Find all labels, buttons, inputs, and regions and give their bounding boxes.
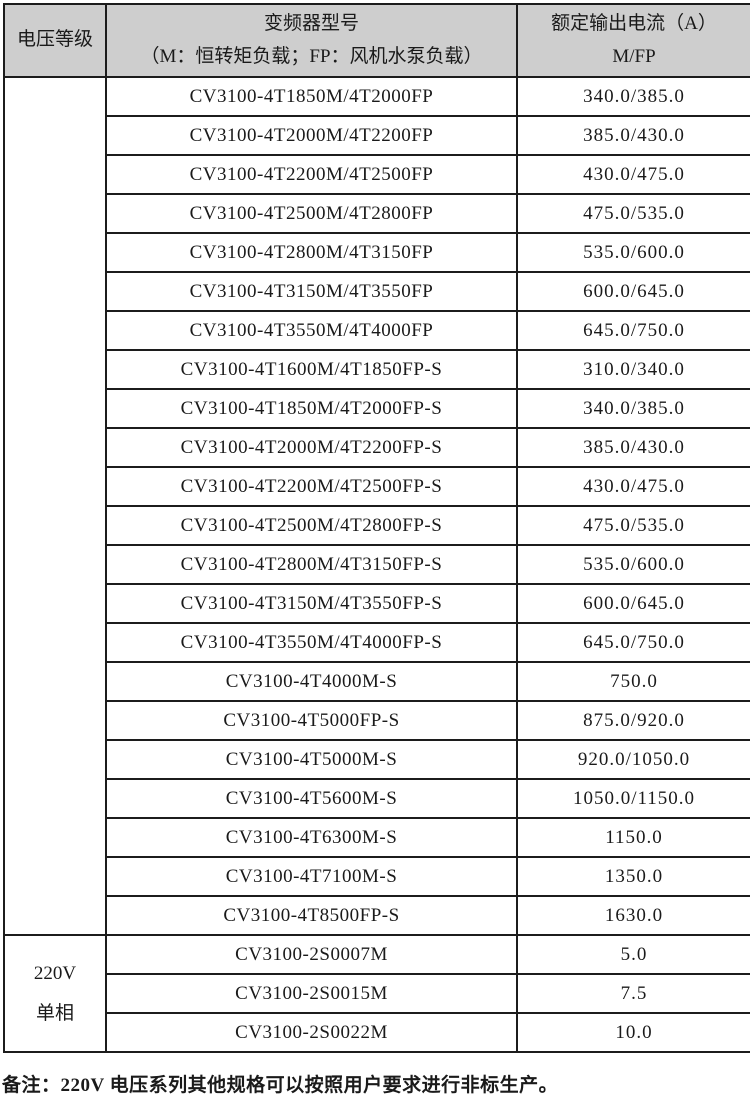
header-inverter-model-title: 变频器型号 — [263, 13, 359, 35]
model-cell: CV3100-4T3150M/4T3550FP — [105, 271, 518, 312]
header-inverter-model-subtitle: （M：恒转矩负载；FP：风机水泵负载） — [140, 45, 483, 67]
table-body: CV3100-4T1850M/4T2000FP 340.0/385.0 CV3100… — [3, 76, 750, 1053]
current-cell: 750.0 — [516, 661, 750, 702]
current-cell: 7.5 — [516, 973, 750, 1014]
model-cell: CV3100-4T3550M/4T4000FP — [105, 310, 518, 351]
table-row: CV3100-4T2200M/4T2500FP 430.0/475.0 — [4, 154, 750, 195]
voltage-level-label: 单相 — [35, 1002, 74, 1024]
model-cell: CV3100-4T6300M-S — [105, 817, 518, 858]
footnote: 备注：220V 电压系列其他规格可以按照用户要求进行非标生产。 — [2, 1075, 559, 1096]
model-cell: CV3100-4T2200M/4T2500FP — [105, 154, 518, 195]
current-cell: 645.0/750.0 — [516, 622, 750, 663]
current-cell: 430.0/475.0 — [516, 154, 750, 195]
model-cell: CV3100-4T3550M/4T4000FP-S — [105, 622, 518, 663]
header-rated-output-current-title: 额定输出电流（A） — [551, 13, 717, 35]
header-rated-output-current-subtitle: M/FP — [612, 45, 656, 67]
model-cell: CV3100-4T4000M-S — [105, 661, 518, 702]
table-row: CV3100-4T2500M/4T2800FP 475.0/535.0 — [4, 193, 750, 234]
table-row: CV3100-4T1850M/4T2000FP 340.0/385.0 — [3, 76, 750, 936]
current-cell: 310.0/340.0 — [516, 349, 750, 390]
table-row: CV3100-4T1600M/4T1850FP-S 310.0/340.0 — [4, 349, 750, 390]
voltage-level-label: 220V — [33, 962, 77, 984]
current-cell: 1050.0/1150.0 — [516, 778, 750, 819]
current-cell: 385.0/430.0 — [516, 427, 750, 468]
current-cell: 600.0/645.0 — [516, 583, 750, 624]
current-cell: 5.0 — [516, 934, 750, 975]
table-row: 220V 单相 CV3100-2S0007M 5.0 — [3, 934, 750, 1053]
model-cell: CV3100-4T2800M/4T3150FP-S — [105, 544, 518, 585]
model-cell: CV3100-4T2500M/4T2800FP — [105, 193, 518, 234]
table-row: CV3100-4T8500FP-S 1630.0 — [4, 895, 750, 936]
current-cell: 645.0/750.0 — [516, 310, 750, 351]
table-row: CV3100-4T1850M/4T2000FP-S 340.0/385.0 — [4, 388, 750, 429]
header-inverter-model: 变频器型号 （M：恒转矩负载；FP：风机水泵负载） — [105, 3, 518, 78]
model-cell: CV3100-4T5600M-S — [105, 778, 518, 819]
table-row: CV3100-4T2000M/4T2200FP 385.0/430.0 — [4, 115, 750, 156]
table-row: CV3100-4T2000M/4T2200FP-S 385.0/430.0 — [4, 427, 750, 468]
voltage-level-cell — [3, 76, 107, 936]
model-cell: CV3100-2S0007M — [105, 934, 518, 975]
current-cell: 1630.0 — [516, 895, 750, 936]
current-cell: 535.0/600.0 — [516, 544, 750, 585]
model-cell: CV3100-4T2500M/4T2800FP-S — [105, 505, 518, 546]
current-cell: 535.0/600.0 — [516, 232, 750, 273]
current-cell: 475.0/535.0 — [516, 193, 750, 234]
table-row: CV3100-4T2200M/4T2500FP-S 430.0/475.0 — [4, 466, 750, 507]
current-cell: 340.0/385.0 — [516, 388, 750, 429]
current-cell: 875.0/920.0 — [516, 700, 750, 741]
table-row: CV3100-4T2500M/4T2800FP-S 475.0/535.0 — [4, 505, 750, 546]
table-row: CV3100-2S0022M 10.0 — [4, 1012, 750, 1053]
current-cell: 475.0/535.0 — [516, 505, 750, 546]
model-cell: CV3100-4T1850M/4T2000FP — [105, 76, 518, 117]
table-row: CV3100-4T3550M/4T4000FP 645.0/750.0 — [4, 310, 750, 351]
table-row: CV3100-4T5000FP-S 875.0/920.0 — [4, 700, 750, 741]
current-cell: 1350.0 — [516, 856, 750, 897]
table-row: CV3100-2S0015M 7.5 — [4, 973, 750, 1014]
current-cell: 340.0/385.0 — [516, 76, 750, 117]
model-cell: CV3100-2S0015M — [105, 973, 518, 1014]
header-voltage-level: 电压等级 — [3, 3, 107, 78]
table-row: CV3100-4T5000M-S 920.0/1050.0 — [4, 739, 750, 780]
current-cell: 920.0/1050.0 — [516, 739, 750, 780]
model-cell: CV3100-4T1850M/4T2000FP-S — [105, 388, 518, 429]
model-cell: CV3100-4T5000FP-S — [105, 700, 518, 741]
table-row: CV3100-4T3150M/4T3550FP-S 600.0/645.0 — [4, 583, 750, 624]
header-rated-output-current: 额定输出电流（A） M/FP — [516, 3, 750, 78]
table-row: CV3100-4T4000M-S 750.0 — [4, 661, 750, 702]
model-cell: CV3100-2S0022M — [105, 1012, 518, 1053]
table-row: CV3100-4T3150M/4T3550FP 600.0/645.0 — [4, 271, 750, 312]
table-row: CV3100-4T7100M-S 1350.0 — [4, 856, 750, 897]
model-cell: CV3100-4T3150M/4T3550FP-S — [105, 583, 518, 624]
model-cell: CV3100-4T2000M/4T2200FP — [105, 115, 518, 156]
current-cell: 385.0/430.0 — [516, 115, 750, 156]
model-cell: CV3100-4T2800M/4T3150FP — [105, 232, 518, 273]
inverter-spec-table: 电压等级 变频器型号 （M：恒转矩负载；FP：风机水泵负载） 额定输出电流（A）… — [3, 3, 750, 1053]
table-row: CV3100-4T2800M/4T3150FP-S 535.0/600.0 — [4, 544, 750, 585]
model-cell: CV3100-4T5000M-S — [105, 739, 518, 780]
current-cell: 1150.0 — [516, 817, 750, 858]
model-cell: CV3100-4T8500FP-S — [105, 895, 518, 936]
table-row: CV3100-4T5600M-S 1050.0/1150.0 — [4, 778, 750, 819]
model-cell: CV3100-4T2000M/4T2200FP-S — [105, 427, 518, 468]
current-cell: 600.0/645.0 — [516, 271, 750, 312]
table-row: CV3100-4T6300M-S 1150.0 — [4, 817, 750, 858]
model-cell: CV3100-4T1600M/4T1850FP-S — [105, 349, 518, 390]
current-cell: 10.0 — [516, 1012, 750, 1053]
voltage-level-cell: 220V 单相 — [3, 934, 107, 1053]
model-cell: CV3100-4T7100M-S — [105, 856, 518, 897]
table-header-row: 电压等级 变频器型号 （M：恒转矩负载；FP：风机水泵负载） 额定输出电流（A）… — [3, 3, 750, 78]
current-cell: 430.0/475.0 — [516, 466, 750, 507]
table-row: CV3100-4T3550M/4T4000FP-S 645.0/750.0 — [4, 622, 750, 663]
table-row: CV3100-4T2800M/4T3150FP 535.0/600.0 — [4, 232, 750, 273]
model-cell: CV3100-4T2200M/4T2500FP-S — [105, 466, 518, 507]
